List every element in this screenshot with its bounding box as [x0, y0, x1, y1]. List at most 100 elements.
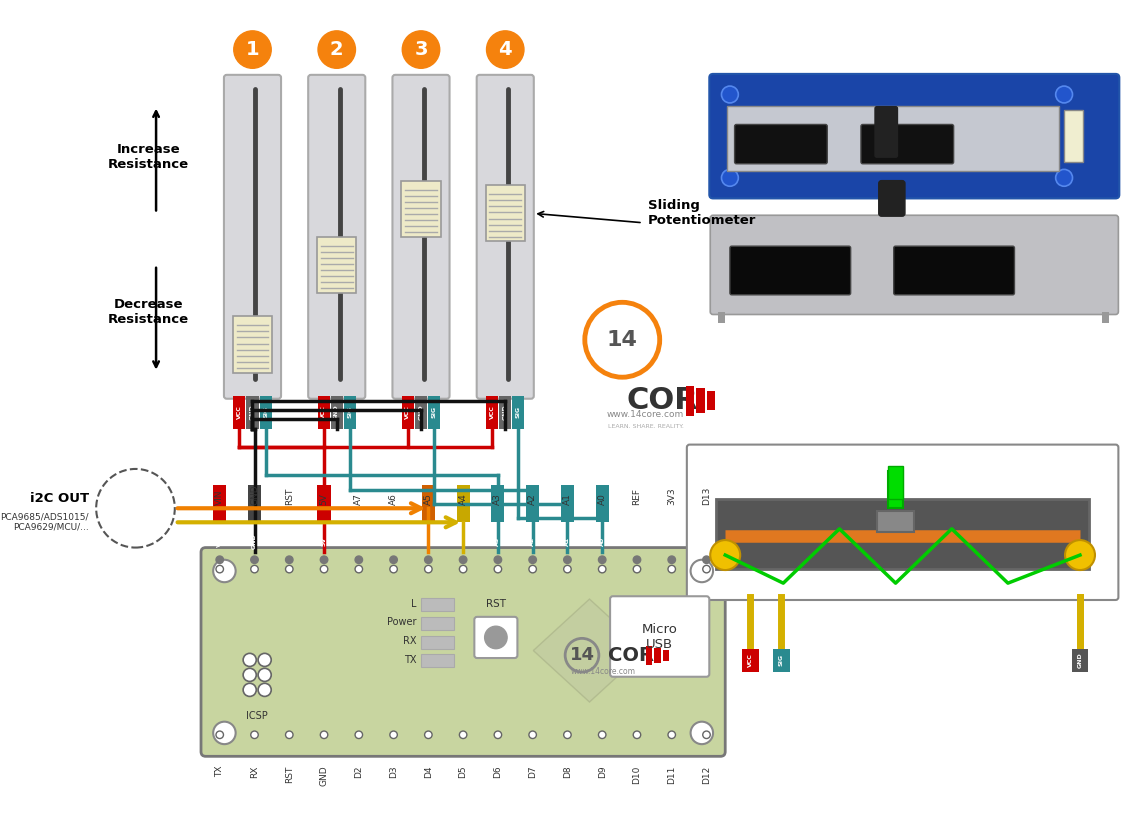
Bar [422, 654, 454, 667]
Circle shape [425, 731, 432, 739]
FancyBboxPatch shape [874, 106, 897, 157]
Circle shape [598, 565, 606, 572]
Circle shape [251, 556, 259, 563]
Circle shape [460, 556, 466, 563]
Text: VIN: VIN [217, 535, 223, 547]
Text: D9: D9 [598, 766, 607, 778]
Text: D12: D12 [702, 766, 711, 784]
FancyBboxPatch shape [709, 74, 1120, 198]
Circle shape [425, 556, 432, 563]
Bar [686, 386, 695, 415]
Circle shape [243, 683, 256, 696]
Circle shape [563, 565, 571, 572]
Bar [662, 649, 669, 661]
Bar [422, 485, 435, 523]
Text: VCC: VCC [321, 405, 326, 419]
Bar [318, 396, 329, 428]
Circle shape [702, 565, 710, 572]
Circle shape [484, 627, 507, 649]
Text: A2: A2 [531, 536, 535, 545]
Text: SIG: SIG [779, 654, 783, 666]
Text: RX: RX [402, 636, 416, 646]
Circle shape [529, 731, 536, 739]
Circle shape [690, 722, 713, 744]
Circle shape [1055, 170, 1072, 186]
Text: GND: GND [502, 405, 508, 420]
Circle shape [259, 654, 271, 667]
Circle shape [216, 556, 224, 563]
Bar [401, 181, 441, 237]
Text: LEARN. SHARE. REALITY.: LEARN. SHARE. REALITY. [608, 424, 683, 429]
Bar [888, 466, 903, 499]
FancyBboxPatch shape [687, 445, 1118, 600]
Bar [526, 485, 540, 523]
Circle shape [1055, 86, 1072, 103]
Text: GND: GND [334, 405, 339, 420]
FancyBboxPatch shape [392, 75, 450, 399]
Text: L: L [410, 599, 416, 609]
Text: GND: GND [250, 485, 259, 505]
Text: SIG: SIG [263, 406, 269, 419]
Text: A1: A1 [565, 536, 570, 545]
Text: A0: A0 [598, 494, 607, 505]
Text: 5V: 5V [319, 494, 328, 505]
Text: D7: D7 [528, 766, 537, 778]
Text: RST: RST [284, 488, 293, 505]
Bar [401, 396, 414, 428]
FancyBboxPatch shape [879, 181, 905, 216]
Text: A5: A5 [424, 494, 433, 505]
Text: D10: D10 [633, 766, 642, 784]
Circle shape [285, 556, 293, 563]
Text: 2: 2 [330, 40, 344, 59]
Bar [456, 485, 470, 523]
Circle shape [243, 668, 256, 681]
Text: A7: A7 [354, 494, 363, 505]
Text: Decrease
Resistance: Decrease Resistance [108, 297, 189, 326]
Text: RST: RST [284, 766, 293, 783]
Text: 5V: 5V [321, 536, 327, 545]
Bar [415, 396, 427, 428]
Circle shape [702, 731, 710, 739]
Circle shape [668, 565, 676, 572]
Bar [1102, 312, 1109, 323]
Bar [888, 471, 903, 509]
Text: SIG: SIG [516, 406, 520, 419]
Circle shape [320, 731, 328, 739]
Text: D13: D13 [702, 487, 711, 505]
FancyBboxPatch shape [735, 124, 827, 164]
Text: COR: COR [627, 386, 699, 415]
Text: 14: 14 [607, 330, 637, 350]
Bar [696, 388, 705, 413]
Text: A0: A0 [600, 536, 605, 545]
Text: D4: D4 [424, 766, 433, 778]
Text: GND: GND [319, 766, 328, 786]
Text: D6: D6 [493, 766, 502, 778]
Text: VIN: VIN [215, 490, 224, 505]
Bar [513, 396, 525, 428]
Text: A4: A4 [461, 536, 465, 545]
Bar [260, 396, 272, 428]
Bar [773, 649, 790, 672]
Text: D2: D2 [354, 766, 363, 778]
Circle shape [563, 731, 571, 739]
Text: VCC: VCC [490, 405, 495, 419]
Circle shape [355, 731, 363, 739]
Text: D5: D5 [459, 766, 468, 778]
Text: Increase
Resistance: Increase Resistance [108, 143, 189, 171]
Circle shape [251, 565, 259, 572]
Text: 14: 14 [570, 646, 595, 664]
Text: i2C OUT: i2C OUT [29, 492, 89, 505]
Circle shape [320, 565, 328, 572]
FancyBboxPatch shape [308, 75, 365, 399]
Bar [422, 636, 454, 649]
Text: D3: D3 [389, 766, 398, 778]
Polygon shape [533, 599, 645, 702]
Text: A4: A4 [459, 494, 468, 505]
Bar [246, 396, 259, 428]
Circle shape [390, 731, 397, 739]
FancyBboxPatch shape [861, 124, 953, 164]
FancyBboxPatch shape [894, 247, 1015, 295]
Bar [422, 598, 454, 611]
Text: RX: RX [250, 766, 259, 778]
Bar [499, 396, 511, 428]
